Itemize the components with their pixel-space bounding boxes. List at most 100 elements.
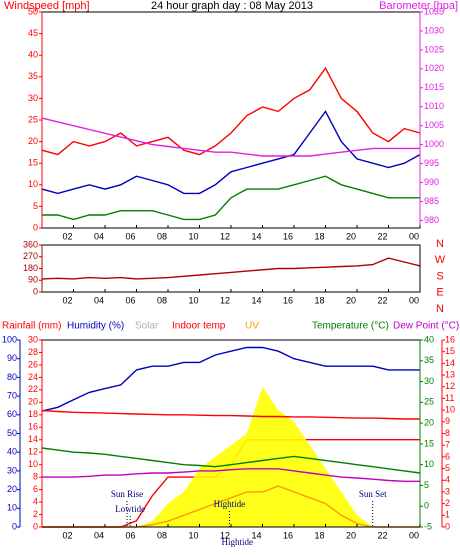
y-tick-label: 40: [424, 334, 434, 344]
x-tick-label: 16: [283, 530, 293, 540]
y-tick-label: 60: [7, 409, 17, 419]
legend-label: Dew Point (°C): [393, 321, 459, 332]
y-tick-label: 4: [445, 475, 450, 485]
x-tick-label: 04: [94, 231, 104, 241]
y-tick-label: 16: [28, 422, 38, 432]
y-tick-label: 1030: [424, 25, 444, 35]
y-tick-label: 6: [33, 484, 38, 494]
y-tick-label: 22: [28, 384, 38, 394]
x-tick-label: 04: [94, 530, 104, 540]
x-tick-label: 18: [314, 295, 324, 305]
x-tick-label: 22: [377, 530, 387, 540]
legend-label: Solar: [135, 321, 159, 332]
compass-label: N: [436, 303, 444, 315]
y-tick-label: 50: [28, 6, 38, 16]
x-tick-label: 06: [125, 530, 135, 540]
legend-label: UV: [245, 321, 259, 332]
chart-title: 24 hour graph day : 08 May 2013: [151, 0, 313, 12]
y-tick-label: 980: [424, 215, 439, 225]
y-tick-label: 14: [28, 434, 38, 444]
x-tick-label: 14: [251, 231, 261, 241]
y-tick-label: 1: [445, 510, 450, 520]
x-tick-label: 12: [220, 530, 230, 540]
x-tick-label: 22: [377, 231, 387, 241]
series-line: [41, 257, 421, 280]
y-tick-label: 100: [2, 334, 17, 344]
legend-label: Temperature (°C): [312, 321, 389, 332]
y-tick-label: 30: [28, 93, 38, 103]
compass-label: W: [435, 254, 446, 266]
annotation: Hightide: [214, 499, 246, 509]
series-line: [41, 117, 420, 157]
y-tick-label: 0: [12, 521, 17, 531]
x-tick-label: 08: [157, 295, 167, 305]
compass-label: S: [436, 270, 443, 282]
y-tick-label: 0: [33, 521, 38, 531]
y-tick-label: 14: [445, 358, 455, 368]
series-line: [41, 447, 421, 474]
x-tick-label: 14: [251, 530, 261, 540]
y-tick-label: 0: [33, 286, 38, 296]
y-tick-label: 20: [7, 484, 17, 494]
y-tick-label: 10: [7, 503, 17, 513]
series-line: [42, 175, 420, 221]
y-tick-label: 28: [28, 347, 38, 357]
x-tick-label: 12: [220, 231, 230, 241]
y-tick-label: 0: [33, 222, 38, 232]
y-tick-label: 20: [424, 417, 434, 427]
y-tick-label: 10: [28, 459, 38, 469]
annotation: Hightide: [222, 537, 254, 547]
y-tick-label: 11: [445, 393, 454, 403]
y-tick-label: 10: [445, 405, 455, 415]
y-tick-label: 1005: [424, 120, 444, 130]
y-tick-label: 50: [7, 428, 17, 438]
x-tick-label: 20: [346, 295, 356, 305]
y-label: Windspeed [mph]: [4, 0, 90, 12]
y-tick-label: 6: [445, 451, 450, 461]
y-tick-label: 30: [424, 376, 434, 386]
y-tick-label: 1000: [424, 139, 444, 149]
y-tick-label: 15: [28, 158, 38, 168]
series-line: [41, 346, 420, 412]
y-tick-label: 25: [28, 114, 38, 124]
legend-label: Humidity (%): [67, 321, 124, 332]
x-tick-label: 16: [283, 295, 293, 305]
x-tick-label: 04: [94, 295, 104, 305]
x-tick-label: 18: [314, 530, 324, 540]
x-tick-label: 02: [62, 530, 72, 540]
y-tick-label: 45: [28, 28, 38, 38]
y-tick-label: 5: [33, 201, 38, 211]
x-tick-label: 18: [314, 231, 324, 241]
y-tick-label: 3: [445, 486, 450, 496]
y-tick-label: 1020: [424, 63, 444, 73]
y-tick-label: 9: [445, 416, 450, 426]
x-tick-label: 08: [157, 231, 167, 241]
x-tick-label: 12: [220, 295, 230, 305]
y-tick-label: 1015: [424, 82, 444, 92]
legend-label: Rainfall (mm): [2, 321, 61, 332]
y-tick-label: 0: [445, 521, 450, 531]
y-tick-label: 4: [33, 496, 38, 506]
y-tick-label: 15: [424, 438, 434, 448]
x-tick-label: 10: [188, 295, 198, 305]
x-tick-label: 00: [409, 295, 419, 305]
solar-area: [42, 386, 420, 527]
y-tick-label: 70: [7, 390, 17, 400]
y-tick-label: 1010: [424, 101, 444, 111]
x-tick-label: 20: [346, 231, 356, 241]
x-tick-label: 00: [409, 231, 419, 241]
y-tick-label: 180: [23, 263, 38, 273]
x-tick-label: 02: [62, 295, 72, 305]
y-tick-label: 990: [424, 177, 439, 187]
x-tick-label: 10: [188, 231, 198, 241]
legend-label: Indoor temp: [172, 321, 226, 332]
y-tick-label: 90: [7, 353, 17, 363]
compass-label: E: [436, 287, 443, 299]
series-line: [42, 468, 420, 482]
y-tick-label: 16: [445, 334, 455, 344]
y-tick-label: 24: [28, 372, 38, 382]
y-tick-label: 30: [7, 465, 17, 475]
y-tick-label: 10: [424, 459, 434, 469]
x-tick-label: 16: [283, 231, 293, 241]
x-tick-label: 06: [125, 295, 135, 305]
